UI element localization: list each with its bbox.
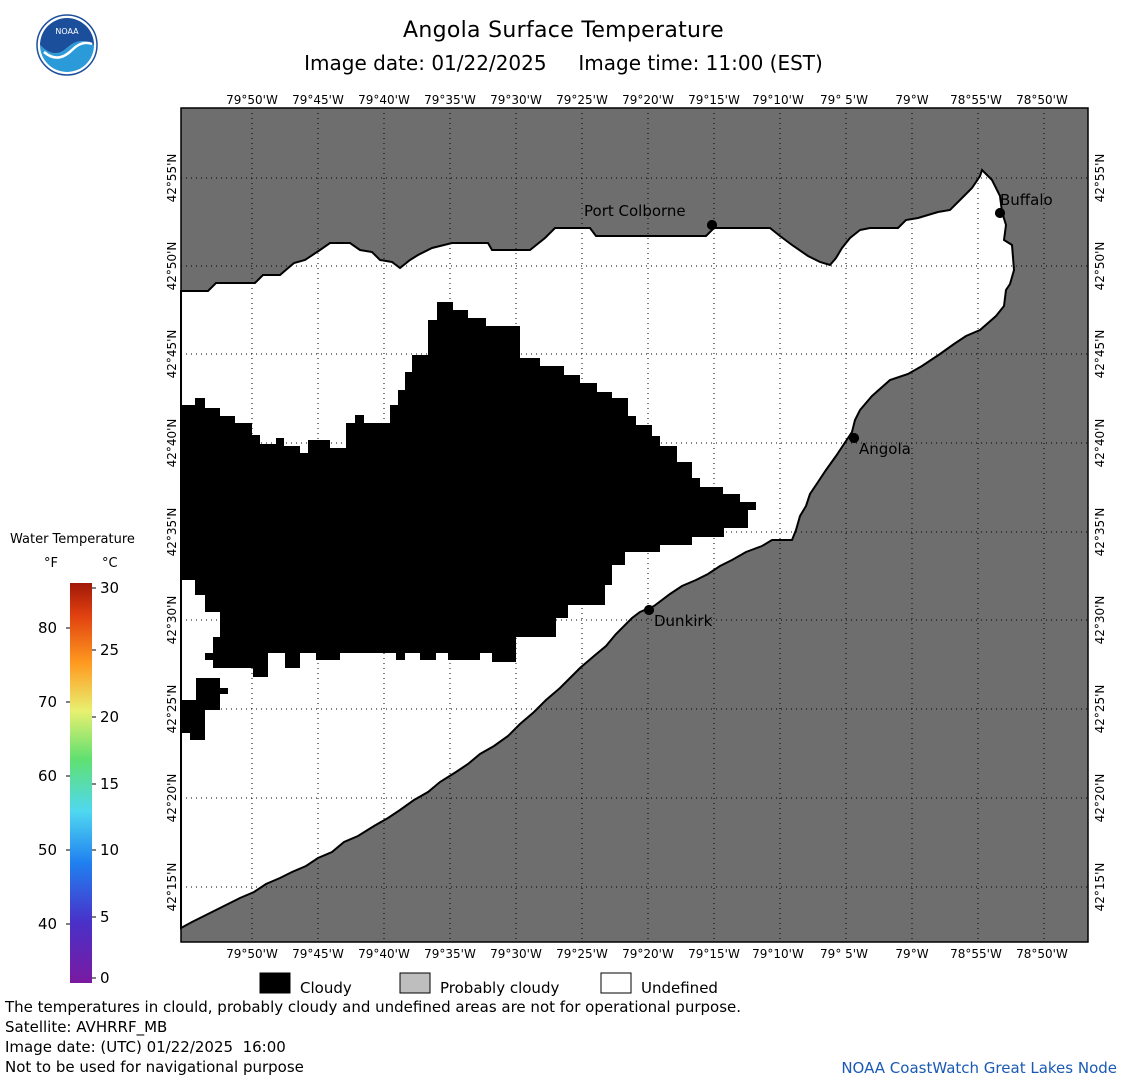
- lon-label: 78°55'W: [950, 93, 1002, 107]
- unit-f: °F: [44, 556, 58, 571]
- logo-text: NOAA: [55, 27, 79, 36]
- city-label-port-colborne: Port Colborne: [584, 202, 686, 220]
- lon-label: 79°25'W: [556, 947, 608, 961]
- lon-label: 79°45'W: [292, 93, 344, 107]
- lat-label: 42°30'N: [165, 596, 179, 645]
- map-title: Angola Surface Temperature: [403, 18, 724, 43]
- lat-label: 42°35'N: [165, 508, 179, 557]
- f-tick: 40: [38, 915, 57, 933]
- unit-c: °C: [102, 556, 118, 571]
- key-swatch-probably-cloudy: [399, 972, 431, 994]
- legend-title: Water Temperature: [10, 532, 135, 547]
- lon-label: 79°25'W: [556, 93, 608, 107]
- lon-label: 79°40'W: [358, 947, 410, 961]
- lat-label: 42°45'N: [1093, 330, 1107, 379]
- lon-label: 79°40'W: [358, 93, 410, 107]
- lon-label: 79°50'W: [226, 947, 278, 961]
- lat-label: 42°50'N: [1093, 242, 1107, 291]
- lat-label: 42°20'N: [1093, 774, 1107, 823]
- image-time: Image time: 11:00 (EST): [578, 51, 823, 75]
- lat-label: 42°20'N: [165, 774, 179, 823]
- c-tick: 30: [100, 579, 119, 597]
- temperature-colorbar: [70, 583, 92, 983]
- f-tick: 60: [38, 767, 57, 785]
- lon-label: 78°55'W: [950, 947, 1002, 961]
- lat-label: 42°15'N: [165, 863, 179, 912]
- key-swatch-undefined: [600, 972, 632, 994]
- city-dot-buffalo-top: [995, 208, 1005, 218]
- lon-label: 79°30'W: [490, 947, 542, 961]
- city-label-angola: Angola: [859, 440, 911, 458]
- c-tick: 10: [100, 841, 119, 859]
- utc-date-line: Image date: (UTC) 01/22/2025 16:00: [5, 1038, 286, 1056]
- lon-label: 79°10'W: [752, 947, 804, 961]
- image-datetime: Image date: 01/22/2025 Image time: 11:00…: [0, 51, 1127, 75]
- lon-labels-bottom: 79°50'W 79°45'W 79°40'W 79°35'W 79°30'W …: [226, 947, 1068, 961]
- city-label-dunkirk: Dunkirk: [654, 612, 713, 630]
- c-tick: 20: [100, 708, 119, 726]
- graticule: [181, 108, 1088, 942]
- lon-label: 79°15'W: [688, 93, 740, 107]
- c-tick: 0: [100, 969, 110, 987]
- key-swatch-cloudy: [259, 972, 291, 994]
- lat-label: 42°25'N: [165, 685, 179, 734]
- lon-label: 79° 5'W: [820, 93, 868, 107]
- lon-label: 79°50'W: [226, 93, 278, 107]
- key-label-probably-cloudy: Probably cloudy: [440, 979, 559, 997]
- image-date: Image date: 01/22/2025: [304, 51, 547, 75]
- lon-label: 78°50'W: [1016, 947, 1068, 961]
- cloud-over-lake: [181, 302, 756, 740]
- lon-label: 78°50'W: [1016, 93, 1068, 107]
- navigation-warning: Not to be used for navigational purpose: [5, 1058, 304, 1076]
- lon-label: 79°35'W: [424, 93, 476, 107]
- lat-label: 42°15'N: [1093, 863, 1107, 912]
- c-tick: 15: [100, 775, 119, 793]
- city-label-buffalo: Buffalo: [1000, 191, 1053, 209]
- lat-labels-right: 42°55'N 42°50'N 42°45'N 42°40'N 42°35'N …: [1093, 154, 1107, 912]
- c-tick: 5: [100, 908, 110, 926]
- f-tick: 70: [38, 693, 57, 711]
- lon-label: 79°W: [895, 93, 928, 107]
- lon-label: 79°35'W: [424, 947, 476, 961]
- lat-label: 42°45'N: [165, 330, 179, 379]
- lon-label: 79°W: [895, 947, 928, 961]
- colorbar-labels: 80 70 60 50 40 30 25 20 15 10 5 0: [38, 579, 119, 987]
- lat-label: 42°55'N: [165, 154, 179, 203]
- key-label-undefined: Undefined: [641, 979, 718, 997]
- lat-label: 42°55'N: [1093, 154, 1107, 203]
- disclaimer-line: The temperatures in clould, probably clo…: [5, 998, 742, 1016]
- lat-label: 42°25'N: [1093, 685, 1107, 734]
- lon-labels-top: 79°50'W 79°45'W 79°40'W 79°35'W 79°30'W …: [226, 93, 1068, 107]
- city-dot-dunkirk-top: [644, 605, 654, 615]
- lon-label: 79°15'W: [688, 947, 740, 961]
- f-tick: 50: [38, 841, 57, 859]
- noaa-logo: NOAA: [36, 14, 98, 76]
- c-tick: 25: [100, 641, 119, 659]
- credit-text: NOAA CoastWatch Great Lakes Node: [841, 1059, 1117, 1077]
- lon-label: 79°10'W: [752, 93, 804, 107]
- lat-label: 42°30'N: [1093, 596, 1107, 645]
- f-tick: 80: [38, 619, 57, 637]
- lon-label: 79°20'W: [622, 947, 674, 961]
- lat-label: 42°40'N: [1093, 419, 1107, 468]
- legend-units: °F °C: [44, 556, 124, 571]
- colorbar-ticks: [66, 587, 96, 979]
- lon-label: 79°30'W: [490, 93, 542, 107]
- satellite-line: Satellite: AVHRRF_MB: [5, 1018, 168, 1036]
- lon-label: 79°45'W: [292, 947, 344, 961]
- key-label-cloudy: Cloudy: [300, 979, 352, 997]
- lat-label: 42°50'N: [165, 242, 179, 291]
- lon-label: 79°20'W: [622, 93, 674, 107]
- city-dot-port-colborne-top: [707, 220, 717, 230]
- key-labels: Cloudy Probably cloudy Undefined: [300, 979, 718, 997]
- city-dot-angola-top: [849, 433, 859, 443]
- lon-label: 79° 5'W: [820, 947, 868, 961]
- lat-label: 42°40'N: [165, 419, 179, 468]
- lat-labels-left: 42°55'N 42°50'N 42°45'N 42°40'N 42°35'N …: [165, 154, 179, 912]
- lat-label: 42°35'N: [1093, 508, 1107, 557]
